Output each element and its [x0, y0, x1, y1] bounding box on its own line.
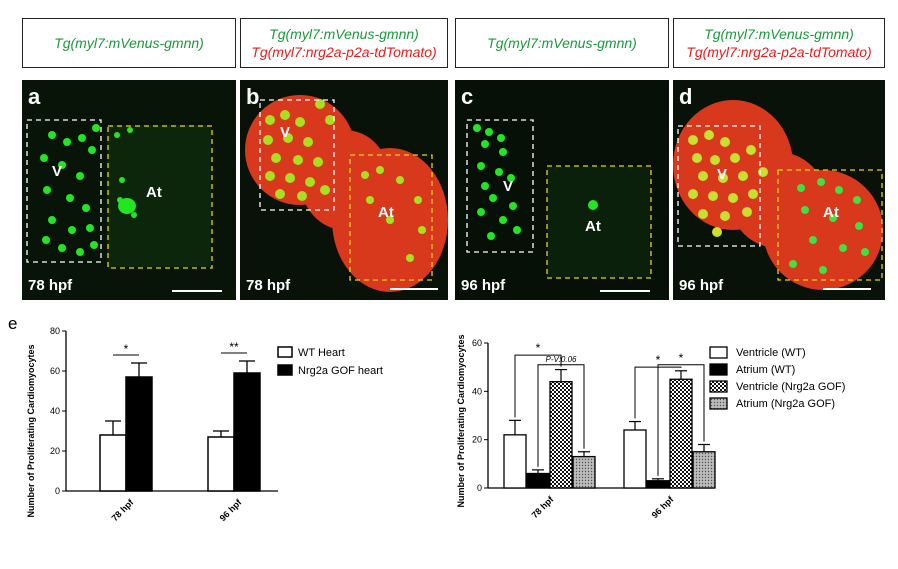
micrograph-c-image [455, 80, 669, 300]
header-d: Tg(myl7:mVenus-gmnn) Tg(myl7:nrg2a-p2a-t… [673, 18, 885, 68]
chart-e-ytick-label: 60 [50, 366, 60, 376]
scale-bar-b [390, 288, 438, 290]
scale-bar-a [172, 290, 222, 292]
chart-f-legend-label: Atrium (WT) [736, 364, 795, 376]
atrium-label-d: At [823, 204, 839, 221]
chart-e: e Number of Proliferating Cardiomyocytes… [8, 314, 383, 524]
header-c-line1: Tg(myl7:mVenus-gmnn) [487, 35, 637, 51]
micrograph-a: a V At 78 hpf [22, 80, 236, 300]
micrograph-d-image [673, 80, 885, 300]
chart-f-sig-bracket [514, 354, 562, 418]
atrium-label-a: At [146, 184, 162, 201]
panel-label-b: b [246, 84, 260, 109]
chart-e-y-axis-label: Number of Proliferating Cardiomyocytes [26, 344, 36, 517]
chart-e-ytick-label: 80 [50, 326, 60, 336]
header-b-line1: Tg(myl7:mVenus-gmnn) [269, 26, 419, 42]
chart-f-bar [572, 455, 596, 489]
header-b-line2: Tg(myl7:nrg2a-p2a-tdTomato) [251, 44, 437, 60]
chart-f-sig-mark: * [679, 351, 684, 365]
chart-e-legend-label: WT Heart [298, 347, 345, 359]
panel-label-c: c [461, 84, 474, 109]
chart-f-sig-bracket [657, 364, 705, 476]
chart-f-legend-label: Ventricle (WT) [736, 347, 806, 359]
chart-e-bar [233, 372, 261, 492]
time-label-d: 96 hpf [679, 277, 724, 294]
panel-label-a: a [28, 84, 41, 109]
chart-f-bar [503, 434, 527, 489]
chart-f-ytick-label: 0 [477, 483, 482, 493]
chart-e-ylabel: Number of Proliferating Cardiomyocytes [26, 344, 36, 517]
time-label-b: 78 hpf [246, 277, 291, 294]
chart-e-sig-mark: ** [229, 340, 239, 354]
time-label-c: 96 hpf [461, 277, 506, 294]
micrograph-b: b V At 78 hpf [240, 80, 448, 300]
chart-f-legend-label: Ventricle (Nrg2a GOF) [736, 381, 845, 393]
atrium-label-b: At [378, 204, 394, 221]
chart-f-y-axis-label: Number of Proliferating Cardiomyocytes [456, 334, 466, 507]
chart-e-bar [207, 436, 235, 492]
ventricle-label-c: V [503, 178, 514, 195]
chart-f-bar [669, 378, 693, 489]
chart-e-xtick-label: 78 hpf [110, 497, 137, 524]
ventricle-label-b: V [280, 124, 291, 141]
micrograph-d: d V At 96 hpf [673, 80, 885, 300]
chart-f-sig-mark: P-V:0.06 [546, 355, 578, 364]
scale-bar-c [600, 290, 650, 292]
chart-f-legend-swatch [709, 346, 728, 359]
chart-f-legend-label: Atrium (Nrg2a GOF) [736, 398, 835, 410]
chart-f-bar [623, 429, 647, 489]
chart-e-ytick-label: 40 [50, 406, 60, 416]
chart-f-ylabel: Number of Proliferating Cardiomyocytes [456, 334, 466, 507]
header-a: Tg(myl7:mVenus-gmnn) [22, 18, 236, 68]
chart-e-xtick-label: 96 hpf [218, 497, 245, 524]
panel-label-d: d [679, 84, 693, 109]
chart-e-sig-mark: * [124, 342, 129, 356]
time-label-a: 78 hpf [28, 277, 73, 294]
chart-f-ytick-label: 60 [472, 338, 482, 348]
chart-f-bar [549, 381, 573, 489]
chart-e-ytick-label: 0 [55, 486, 60, 496]
chart-e-bar [99, 434, 127, 492]
ventricle-label-d: V [717, 166, 728, 183]
chart-f-xtick-label: 78 hpf [530, 494, 557, 521]
ventricle-label-a: V [52, 163, 63, 180]
chart-f: f Number of Proliferating Cardiomyocytes… [456, 334, 845, 521]
chart-e-legend-swatch [277, 346, 293, 358]
chart-e-panel-label: e [8, 314, 17, 333]
header-d-line2: Tg(myl7:nrg2a-p2a-tdTomato) [686, 44, 872, 60]
header-d-line1: Tg(myl7:mVenus-gmnn) [704, 26, 854, 42]
chart-f-legend-swatch [709, 380, 728, 393]
chart-f-legend-swatch [709, 397, 728, 410]
micrograph-c: c V At 96 hpf [455, 80, 669, 300]
chart-f-sig-mark: * [656, 353, 661, 367]
chart-f-bar [526, 472, 550, 489]
chart-e-legend-label: Nrg2a GOF heart [298, 365, 383, 377]
chart-f-ytick-label: 40 [472, 386, 482, 396]
chart-e-bar [125, 376, 153, 492]
micrograph-a-image [22, 80, 236, 300]
micrograph-b-image [240, 80, 448, 300]
chart-e-ytick-label: 20 [50, 446, 60, 456]
chart-f-bar [692, 451, 716, 489]
header-a-line1: Tg(myl7:mVenus-gmnn) [54, 35, 204, 51]
chart-e-legend-swatch [277, 364, 293, 376]
chart-f-xtick-label: 96 hpf [650, 494, 677, 521]
header-c: Tg(myl7:mVenus-gmnn) [455, 18, 669, 68]
chart-f-legend-swatch [709, 363, 728, 376]
chart-f-sig-bracket [537, 364, 585, 467]
scale-bar-d [823, 288, 871, 290]
chart-f-bar [646, 480, 670, 489]
chart-f-ytick-label: 20 [472, 435, 482, 445]
atrium-label-c: At [585, 218, 601, 235]
chart-f-sig-mark: * [536, 341, 541, 355]
header-b: Tg(myl7:mVenus-gmnn) Tg(myl7:nrg2a-p2a-t… [240, 18, 448, 68]
